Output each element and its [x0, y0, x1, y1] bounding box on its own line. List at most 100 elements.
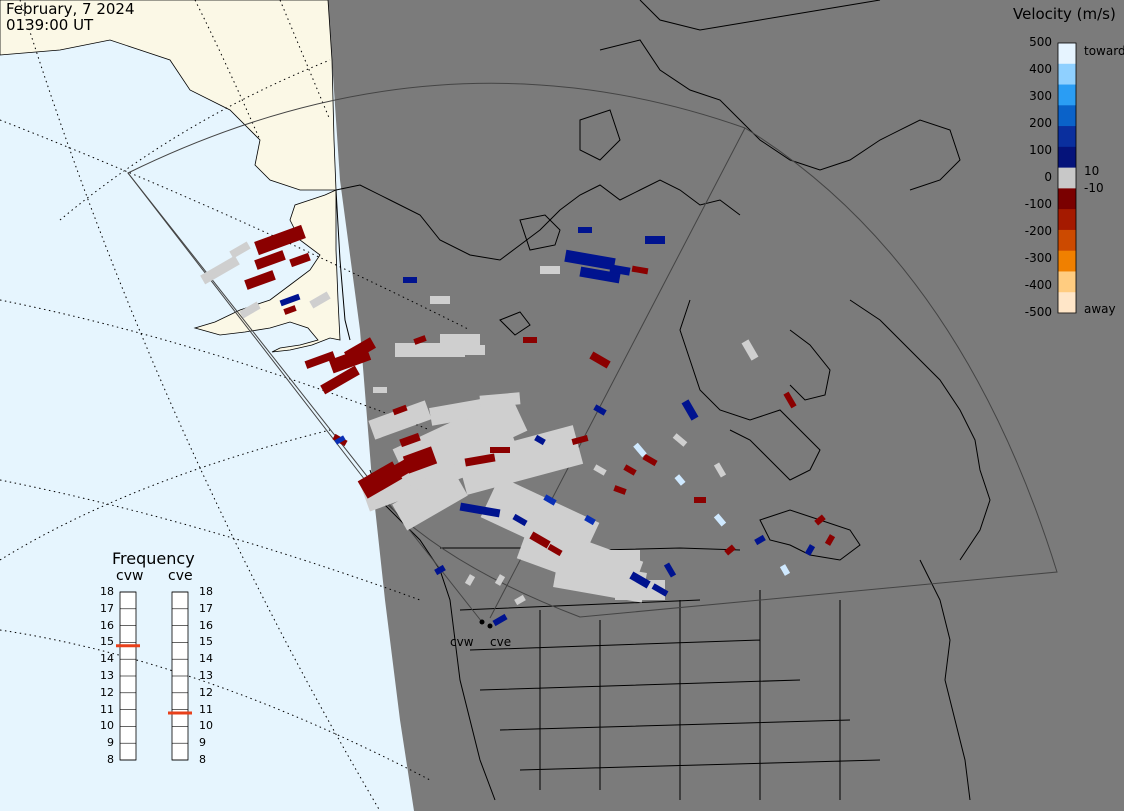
scatter-cell: [434, 564, 446, 576]
scatter-cell: [741, 339, 759, 361]
scatter-cell: [674, 474, 686, 486]
scatter-cell: [534, 434, 546, 446]
scatter-cell: [783, 391, 797, 409]
scatter-cell: [713, 462, 727, 478]
colorbar-segment: [1058, 167, 1076, 189]
scatter-cell: [479, 392, 521, 408]
colorbar-frame: [1057, 42, 1077, 314]
scatter-cell: [523, 337, 537, 343]
frequency-scale-label-right: 18: [199, 585, 213, 598]
frequency-gauges: [116, 591, 192, 761]
scatter-cell: [564, 249, 616, 271]
colorbar-segment: [1058, 84, 1076, 106]
frequency-radar-label-cve: cve: [168, 568, 193, 584]
scatter-cell: [309, 291, 331, 309]
colorbar-segment: [1058, 188, 1076, 210]
scatter-cell: [600, 550, 640, 570]
colorbar-tick-label: -300: [1024, 251, 1052, 265]
colorbar-segment: [1058, 250, 1076, 272]
frequency-scale-label-right: 14: [199, 652, 213, 666]
scatter-cell: [672, 433, 688, 447]
scatter-cell: [589, 351, 611, 369]
scatter-cell: [779, 564, 791, 576]
scatter-cell: [403, 277, 417, 283]
backscatter-cells: [200, 224, 836, 627]
colorbar-segment: [1058, 209, 1076, 231]
state-lines: [459, 590, 881, 800]
radar-site-marker: [479, 619, 485, 625]
frequency-scale-label-right: 10: [199, 719, 213, 733]
frequency-scale-label-right: 17: [199, 601, 213, 615]
great-lakes: [759, 509, 861, 561]
frequency-scale-label-right: 11: [199, 702, 213, 716]
frequency-scale-label-left: 11: [100, 702, 114, 716]
scatter-cell: [368, 400, 432, 440]
grid-line: [19, 0, 381, 811]
scatter-cell: [547, 543, 563, 557]
frequency-radar-label-cvw: cvw: [116, 568, 144, 584]
scatter-cell: [694, 497, 706, 503]
frequency-scale-label-left: 16: [100, 618, 114, 632]
scatter-cell: [814, 514, 826, 526]
frequency-scale-label-right: 9: [199, 736, 206, 750]
velocity-colorbar: [1057, 42, 1077, 314]
scatter-cell: [754, 534, 766, 546]
colorbar-segment: [1058, 229, 1076, 252]
colorbar-tick-label: -100: [1024, 197, 1052, 211]
scatter-cell: [492, 613, 508, 627]
scatter-cell: [392, 469, 468, 531]
scatter-cell: [304, 351, 336, 369]
scatter-cell: [440, 334, 480, 346]
island-outline: [519, 214, 561, 251]
coastline-labrador: [849, 299, 991, 561]
scatter-cell: [642, 453, 658, 467]
grid-line: [0, 629, 431, 781]
scatter-cell: [543, 494, 557, 506]
frequency-scale-label-left: 18: [100, 585, 114, 598]
scatter-cell: [540, 266, 560, 274]
colorbar-toward-label: toward: [1084, 44, 1124, 58]
scatter-cell: [464, 574, 476, 586]
scatter-cell: [651, 583, 669, 597]
colorbar-segment: [1058, 126, 1076, 148]
lat-lon-grid: [0, 0, 471, 811]
frequency-scale-label-left: 9: [107, 736, 114, 750]
daylit-land-alaska: [0, 0, 341, 353]
colorbar-segment: [1058, 146, 1076, 169]
scatter-cell: [593, 404, 607, 416]
scatter-cell: [455, 345, 485, 355]
colorbar-tick-label: -10: [1084, 181, 1104, 195]
coastline-east-us: [919, 559, 971, 801]
scatter-cell: [584, 514, 596, 526]
site-label-cvw: cvw: [450, 635, 474, 649]
colorbar-tick-label: 10: [1084, 164, 1100, 178]
colorbar-tick-label: -500: [1024, 305, 1052, 319]
scatter-cell: [254, 250, 286, 270]
scatter-cell: [413, 335, 427, 345]
scatter-cell: [512, 513, 528, 527]
time-label: 0139:00 UT: [6, 16, 94, 34]
scatter-cell: [344, 337, 376, 363]
colorbar-tick-label: 300: [1029, 89, 1052, 103]
colorbar-tick-label: -200: [1024, 224, 1052, 238]
frequency-scale-label-right: 8: [199, 753, 206, 766]
scatter-cell: [645, 236, 665, 244]
grid-line: [194, 0, 261, 141]
coastline-baffin: [599, 39, 961, 191]
scatter-cell: [229, 241, 251, 259]
scatter-cell: [571, 435, 589, 445]
colorbar-segment: [1058, 271, 1076, 293]
radar-site-marker: [487, 623, 493, 629]
frequency-scale-label-left: 17: [100, 601, 114, 615]
scatter-cell: [399, 432, 421, 448]
colorbar-tick-label: 500: [1029, 35, 1052, 49]
coastline-hudson-bay: [679, 299, 821, 481]
island-outline: [579, 109, 621, 161]
coastlines-and-borders: [335, 0, 991, 801]
scatter-cell: [279, 293, 301, 307]
date-label: February, 7 2024: [6, 0, 135, 18]
radar-sites: cvw cve: [450, 619, 511, 649]
grid-line: [0, 429, 331, 561]
frequency-scale-label-left: 8: [107, 753, 114, 766]
